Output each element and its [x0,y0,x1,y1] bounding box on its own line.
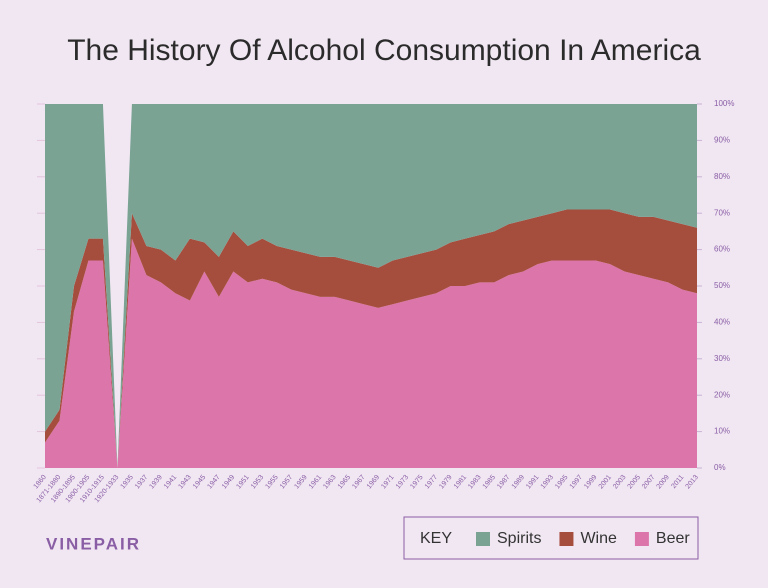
legend-label: Beer [656,530,690,547]
area [45,238,697,468]
area [45,104,697,468]
y-tick-label: 10% [714,427,730,436]
area [45,209,697,468]
y-tick-label: 70% [714,208,730,217]
y-tick-label: 60% [714,245,730,254]
y-tick-label: 100% [714,99,734,108]
legend-swatch [634,532,649,546]
y-tick-label: 0% [714,463,726,472]
legend-title: KEY [420,530,452,547]
legend-swatch [476,532,490,546]
legend-swatch [559,532,574,546]
legend-label: Spirits [497,530,541,547]
y-tick-label: 50% [714,281,730,290]
y-tick-label: 20% [714,390,730,399]
y-tick-label: 80% [714,172,730,181]
brand: VINEPAIR [46,534,141,553]
chart-title: The History Of Alcohol Consumption In Am… [67,34,701,67]
legend-box [403,516,699,560]
y-tick-label: 90% [714,136,730,145]
legend-label: Wine [580,530,617,547]
y-tick-label: 40% [714,318,730,327]
y-tick-label: 30% [714,354,730,363]
